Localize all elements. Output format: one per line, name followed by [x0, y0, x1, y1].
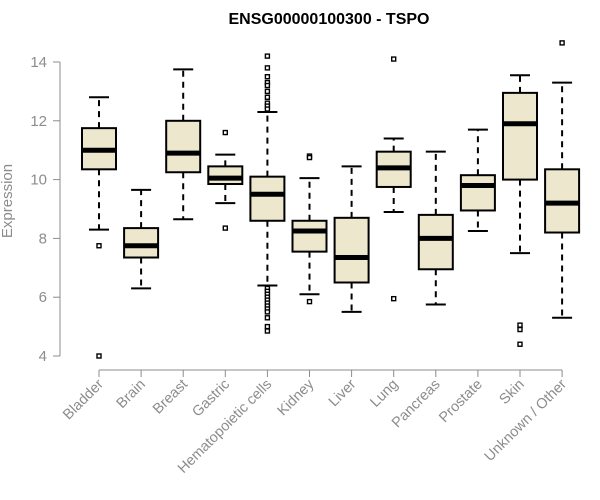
outlier-point — [264, 53, 271, 59]
outlier-point — [517, 322, 523, 328]
box-unknown-other — [544, 40, 581, 319]
x-tick-label: Breast — [150, 377, 191, 418]
outlier-point — [264, 309, 271, 315]
box-pancreas — [417, 150, 454, 306]
outlier-point — [264, 328, 271, 334]
outlier-point — [264, 94, 271, 100]
box-liver — [333, 165, 370, 313]
outlier-point — [264, 315, 271, 321]
outlier-point — [222, 225, 229, 231]
outlier-point — [264, 73, 271, 80]
outlier-point — [96, 243, 102, 249]
chart-title: ENSG00000100300 - TSPO — [228, 11, 429, 28]
iqr-box — [459, 174, 496, 212]
outlier-point — [306, 298, 313, 305]
x-tick-label: Liver — [326, 376, 360, 410]
iqr-box — [123, 227, 160, 259]
outlier-point — [517, 341, 523, 347]
box-gastric — [207, 129, 244, 231]
box-lung — [375, 56, 412, 302]
outlier-point — [264, 106, 271, 112]
x-tick-label: Kidney — [275, 376, 318, 419]
outlier-point — [264, 323, 271, 330]
box-bladder — [81, 96, 117, 359]
outlier-point — [559, 40, 565, 46]
outlier-point — [264, 82, 271, 89]
iqr-box — [502, 91, 538, 181]
y-tick-label: 10 — [30, 172, 47, 189]
box-skin — [502, 74, 538, 347]
iqr-box — [249, 175, 286, 222]
outlier-point — [391, 295, 397, 302]
iqr-box — [417, 213, 454, 271]
iqr-box — [291, 219, 328, 253]
box-breast — [165, 68, 202, 221]
boxes-group — [81, 40, 581, 359]
outlier-point — [264, 65, 271, 71]
x-tick-label: Lung — [367, 377, 401, 411]
outlier-point — [306, 154, 313, 161]
box-prostate — [459, 128, 496, 233]
outlier-point — [391, 56, 397, 62]
box-brain — [123, 188, 160, 290]
box-hematopoietic-cells — [249, 53, 286, 334]
x-tick-label: Brain — [114, 377, 149, 412]
outlier-point — [96, 353, 102, 359]
y-tick-label: 6 — [39, 289, 47, 306]
x-tick-label: Prostate — [436, 377, 485, 426]
y-tick-label: 4 — [39, 348, 47, 365]
y-axis: 4 6 8 10 12 14 — [30, 54, 61, 365]
outlier-point — [517, 326, 523, 333]
x-tick-label: Skin — [497, 377, 528, 408]
x-tick-label: Bladder — [60, 376, 107, 423]
iqr-box — [165, 119, 202, 174]
iqr-box — [207, 165, 244, 186]
y-axis-label: Expression — [0, 164, 16, 238]
box-kidney — [291, 153, 328, 305]
outlier-point — [264, 88, 271, 95]
y-tick-label: 12 — [30, 113, 47, 130]
y-tick-label: 14 — [30, 54, 47, 71]
outlier-point — [222, 129, 229, 136]
iqr-box — [333, 216, 370, 284]
y-tick-label: 8 — [39, 230, 47, 247]
